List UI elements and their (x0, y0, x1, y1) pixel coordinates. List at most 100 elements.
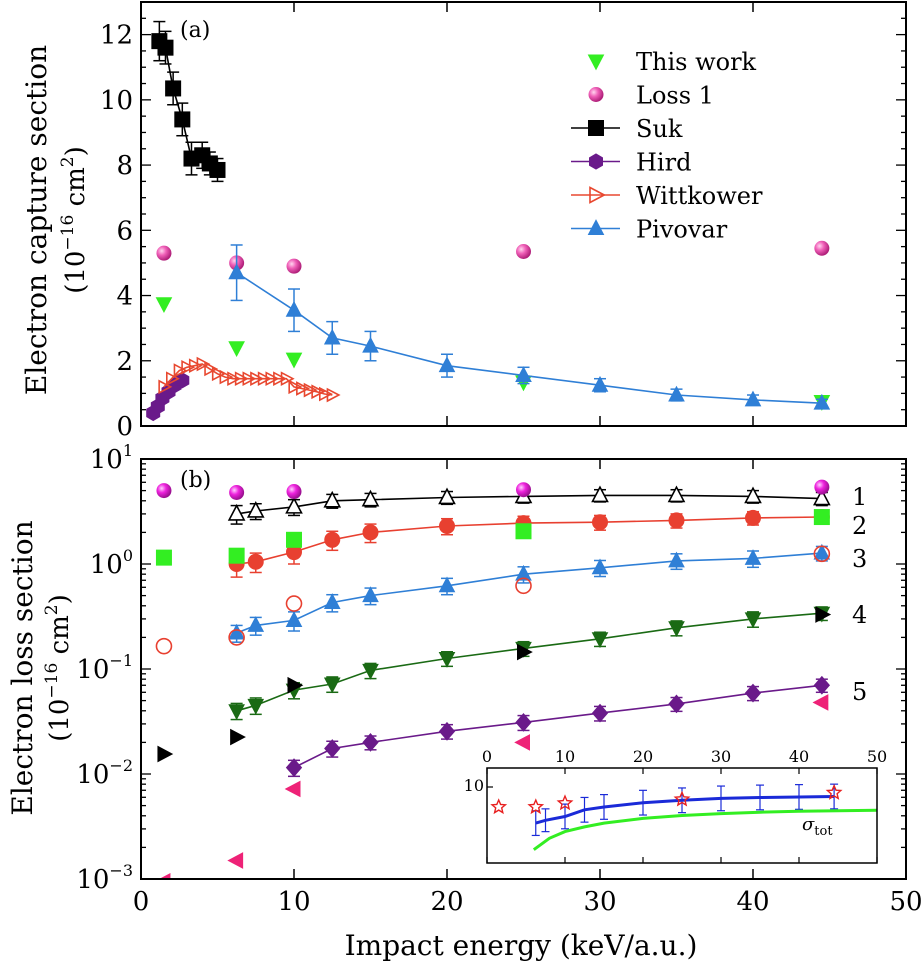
series-hird (146, 372, 190, 422)
data-point (303, 382, 318, 398)
y-tick-label-exp: 0 (123, 546, 133, 565)
x-tick-label: 20 (430, 887, 463, 917)
data-point (744, 549, 762, 565)
y-tick-label: 10−3 (76, 861, 133, 895)
legend-label: Loss 1 (636, 82, 714, 110)
data-point (196, 356, 211, 372)
data-point (157, 745, 174, 763)
data-point (173, 363, 188, 378)
data-point (813, 675, 831, 695)
data-point (158, 379, 173, 395)
data-point (515, 577, 532, 595)
data-point (227, 371, 242, 387)
inset-frame (486, 767, 878, 864)
data-point (591, 703, 609, 723)
inset-x-tick-label: 20 (633, 747, 653, 766)
data-point (744, 683, 762, 703)
legend-item-hird: Hird (571, 149, 691, 177)
series-open-circles (155, 545, 831, 655)
panel-b-label: (b) (180, 468, 211, 493)
data-point (514, 734, 530, 751)
legend-marker (588, 120, 604, 136)
legend-marker (588, 87, 604, 102)
y-tick-label-exp: 1 (123, 441, 133, 460)
data-point (234, 371, 249, 387)
data-point (668, 551, 685, 568)
data-point (814, 240, 830, 256)
legend-item-this-work: This work (587, 48, 757, 76)
y-tick-label: 100 (90, 546, 133, 580)
data-point (812, 694, 829, 711)
data-point (515, 713, 532, 732)
series-this-work (155, 297, 831, 411)
data-point (318, 386, 333, 402)
data-point (591, 485, 609, 503)
data-point (156, 245, 172, 261)
data-point (814, 479, 830, 495)
y-tick-label-base: 10 (76, 760, 109, 790)
inset-x-tick-label: 40 (789, 747, 809, 766)
legend-label: Suk (636, 115, 683, 143)
data-point (815, 606, 832, 623)
inset-x-tick-label: 50 (867, 747, 887, 766)
data-point (228, 629, 245, 646)
data-point (247, 553, 264, 570)
series-suk (151, 20, 226, 183)
legend: This work Loss 1 Suk Hird Wittkower Pivovar (571, 48, 763, 244)
inset-series-green-curve (532, 808, 877, 851)
data-point (362, 733, 379, 752)
data-point (287, 676, 304, 694)
y-tick-label: 10−2 (76, 756, 133, 790)
curve-label-3: 3 (852, 545, 867, 573)
y-tick-label: 6 (116, 216, 133, 246)
data-point (323, 490, 342, 508)
data-point (517, 643, 533, 661)
data-point (155, 297, 173, 314)
ylabel-b-unit: cm (45, 615, 75, 662)
data-point (228, 704, 245, 721)
legend-item-suk: Suk (571, 115, 683, 143)
y-tick-label: 2 (116, 347, 133, 377)
data-point (219, 369, 234, 385)
data-point (155, 637, 173, 655)
series-wittkower (158, 356, 341, 403)
data-point (227, 852, 244, 869)
legend-item-loss-1: Loss 1 (588, 82, 714, 110)
inset-x-tick-label: 0 (482, 747, 492, 766)
data-point (284, 780, 301, 798)
ylabel-b-exp: −16 (42, 663, 62, 699)
data-point (323, 677, 341, 694)
series-5 (285, 675, 831, 778)
y-tick-label: 10−1 (76, 651, 133, 685)
panel-a-marks (146, 20, 831, 422)
data-point (174, 111, 191, 128)
data-point (311, 384, 326, 400)
data-point (744, 390, 762, 407)
curve-labels: 12 3 4 5 (852, 483, 867, 706)
ylabel-a-ten: (10 (61, 251, 91, 294)
data-point (324, 739, 341, 758)
series-loss-total-spheres (156, 479, 830, 500)
x-tick-label: 50 (889, 887, 921, 917)
inset-annotation: σtot (802, 814, 833, 839)
data-point (744, 486, 762, 504)
data-point (165, 80, 182, 97)
data-point (296, 381, 310, 396)
data-point (515, 366, 532, 382)
inset-data-point (825, 783, 843, 800)
panel-a-ticks: 0 2 4 6 8 10 12 (100, 1, 907, 442)
data-point (438, 356, 456, 373)
inset-line (532, 808, 877, 851)
inset-series-red-stars (490, 783, 843, 815)
data-point (516, 482, 531, 498)
inset-x-tick-label: 10 (555, 747, 575, 766)
curve-label-2: 2 (852, 512, 867, 540)
data-point (280, 371, 295, 387)
data-point (591, 632, 609, 649)
x-tick-label: 0 (133, 887, 150, 917)
data-point (668, 694, 685, 714)
ylabel-b-close: ) (45, 594, 75, 604)
data-point (813, 543, 831, 560)
